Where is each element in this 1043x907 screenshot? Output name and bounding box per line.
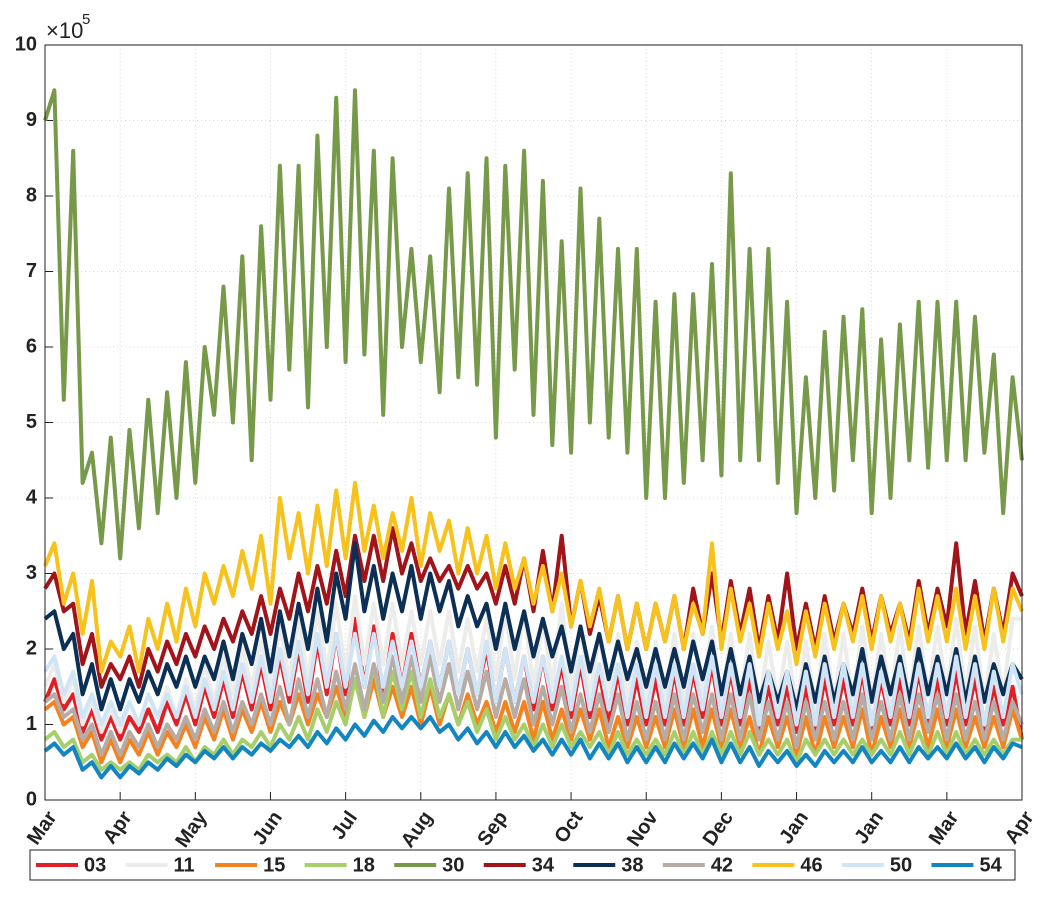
y-tick-label: 10 [15, 33, 37, 55]
legend-label: 11 [174, 854, 195, 876]
x-tick-label: Jun [248, 807, 286, 849]
y-tick-label: 1 [26, 713, 37, 735]
y-tick-label: 3 [26, 562, 37, 584]
y-tick-label: 9 [26, 109, 37, 131]
series-line [43, 88, 1024, 561]
x-tick-label: Jan [850, 807, 888, 848]
series-line [43, 631, 1024, 727]
series-line [43, 715, 1023, 780]
series-line [43, 677, 1024, 765]
series-line [43, 541, 1024, 712]
y-tick-label: 0 [26, 788, 37, 810]
legend-label: 38 [621, 854, 643, 876]
y-tick-label: 4 [26, 486, 38, 508]
x-tick-label: Mar [23, 807, 62, 849]
series-line [43, 662, 1022, 772]
x-tick-label: Jan [775, 807, 813, 848]
x-tick-label: Jul [327, 807, 362, 843]
legend-label: 03 [84, 854, 106, 876]
legend: 03 11 15 18 30 34 38 42 46 50 54 [29, 849, 1016, 881]
legend-label: 50 [890, 854, 912, 876]
x-tick-label: Dec [699, 807, 738, 850]
x-tick-label: May [171, 807, 212, 852]
plot-frame [44, 44, 1023, 801]
x-tick-label: Apr [1001, 807, 1039, 848]
x-tick-label: Mar [925, 807, 964, 849]
series-line [43, 594, 1022, 734]
legend-label: 15 [263, 854, 285, 876]
x-tick-label: Oct [550, 807, 587, 847]
legend-label: 46 [800, 854, 822, 876]
x-tick-label: Apr [99, 807, 137, 848]
series-line [43, 480, 1024, 674]
x-tick-label: Aug [397, 807, 437, 851]
series-line [43, 654, 1024, 757]
y-scale-exponent: 5 [82, 11, 90, 28]
legend-label: 54 [979, 854, 1002, 876]
legend-label: 18 [353, 854, 375, 876]
legend-label: 30 [442, 854, 464, 876]
y-tick-label: 2 [26, 637, 37, 659]
y-scale-base: ×10 [46, 18, 83, 43]
legend-label: 34 [532, 854, 555, 876]
y-tick-label: 6 [26, 335, 37, 357]
y-tick-label: 8 [26, 184, 37, 206]
x-tick-label: Sep [473, 807, 512, 850]
x-tick-label: Nov [623, 807, 663, 851]
y-tick-label: 7 [26, 260, 37, 282]
y-tick-label: 5 [26, 411, 37, 433]
legend-label: 42 [711, 854, 733, 876]
